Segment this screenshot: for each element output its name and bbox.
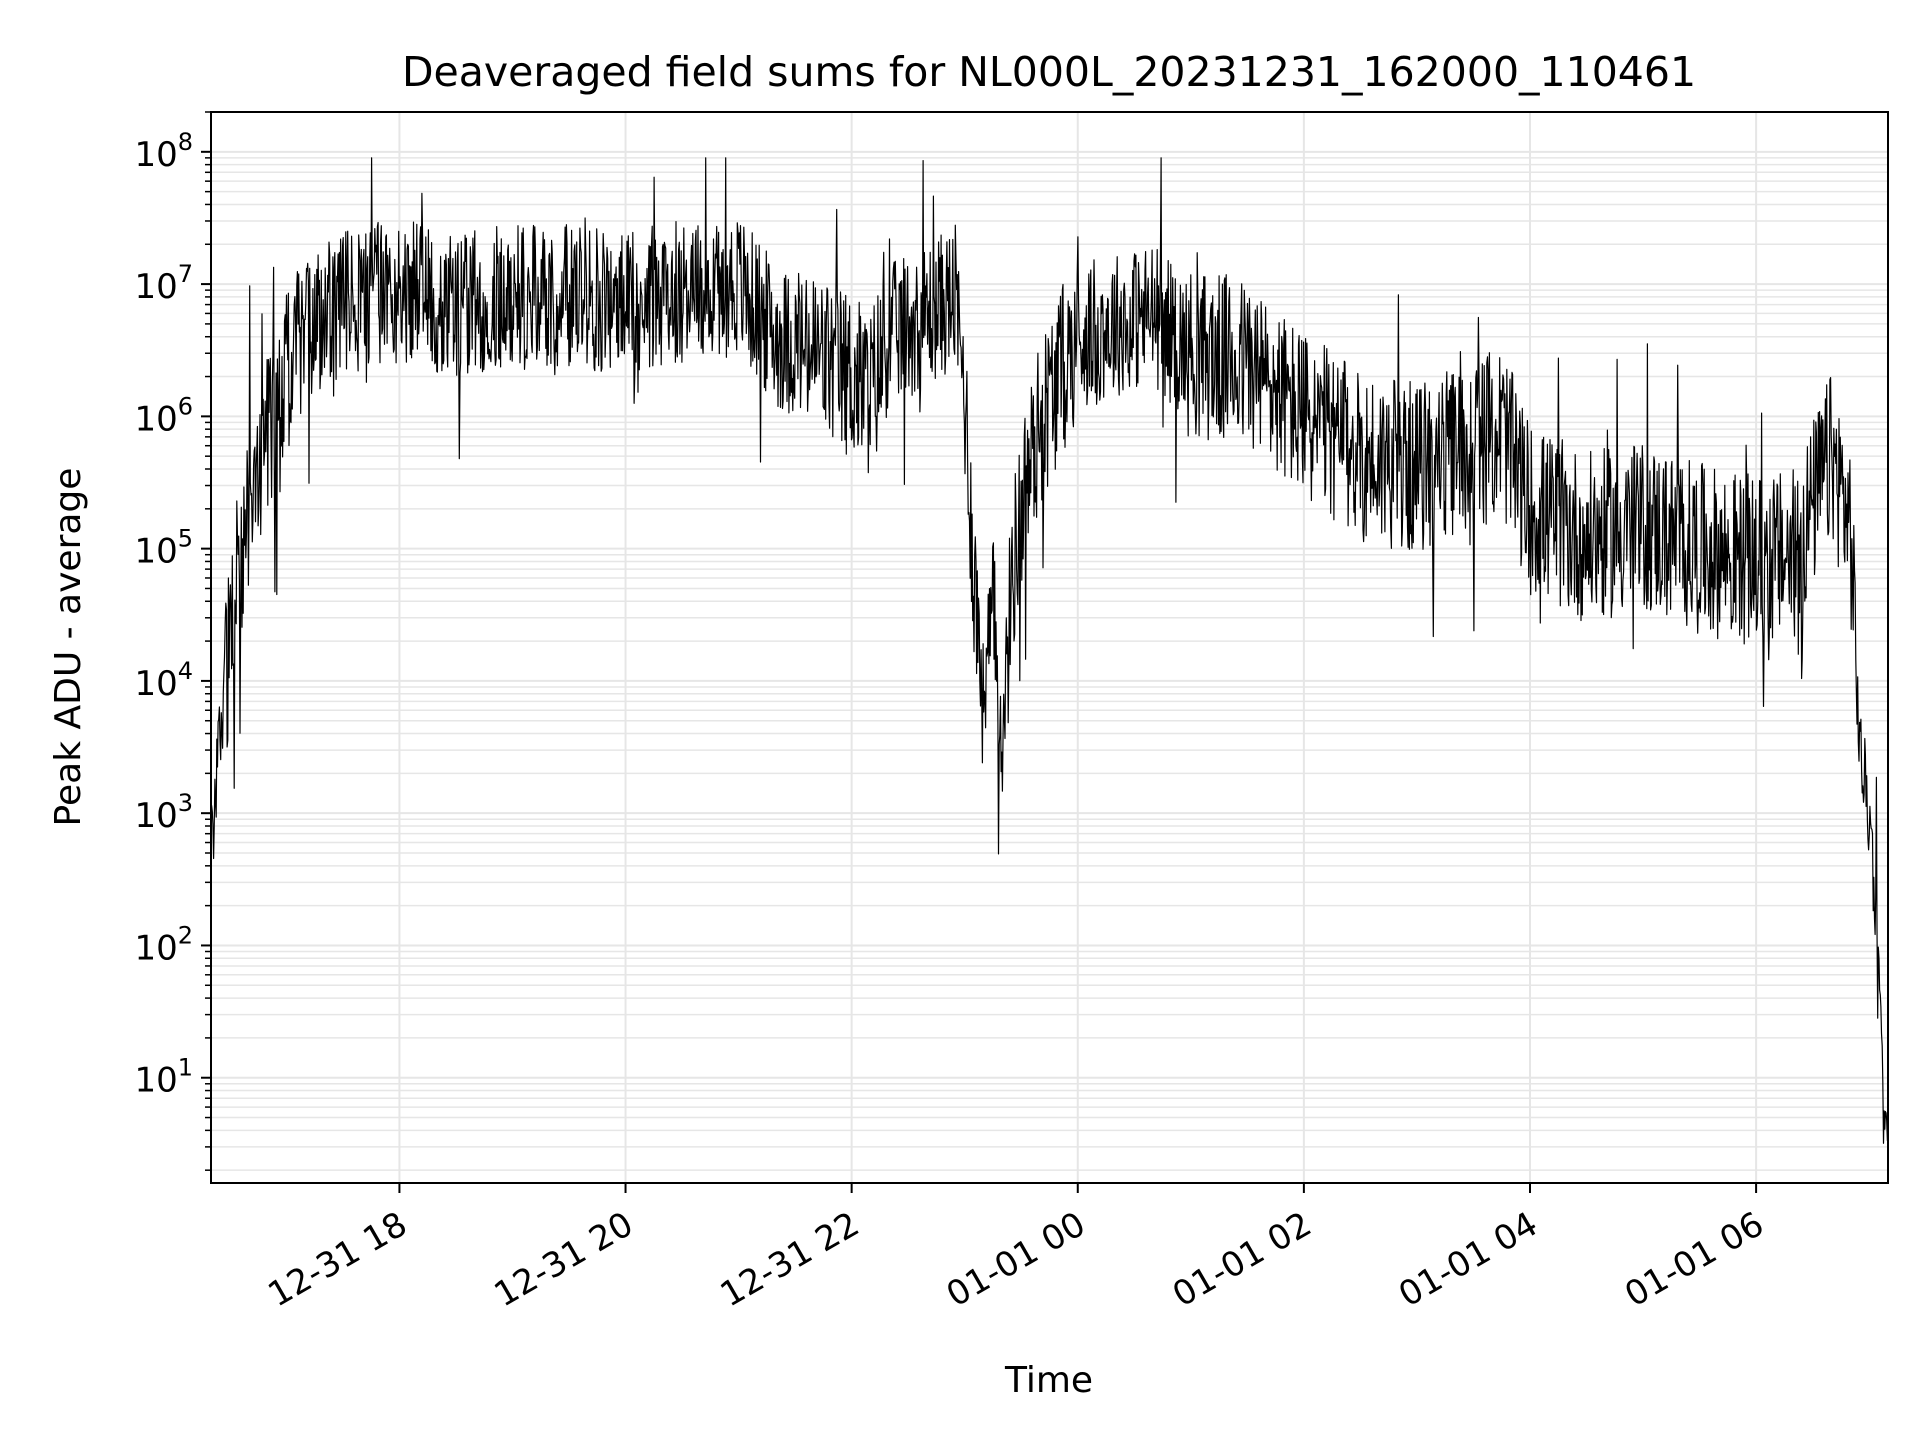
y-tick-label: 102	[134, 921, 193, 968]
x-axis-label: Time	[1004, 1360, 1093, 1401]
plot-frame	[210, 111, 1889, 1184]
chart-title: Deaveraged field sums for NL000L_2023123…	[402, 48, 1696, 96]
grid	[211, 111, 1888, 1183]
y-axis-label: Peak ADU - average	[48, 468, 89, 827]
y-tick-label: 106	[134, 392, 193, 439]
y-tick-label: 105	[134, 525, 193, 572]
y-tick-label: 108	[134, 128, 193, 175]
y-tick-label: 101	[134, 1054, 193, 1101]
y-axis: 101 102 103 104 105 106 107 108	[134, 111, 211, 1171]
series-line	[210, 157, 1889, 1144]
y-tick-label: 103	[134, 789, 193, 836]
y-tick-label: 107	[134, 260, 193, 307]
series-layer	[210, 157, 1889, 1144]
y-tick-label: 104	[134, 657, 193, 704]
